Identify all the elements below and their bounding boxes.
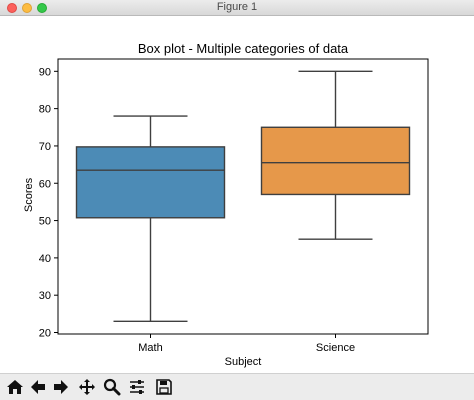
save-icon [156,379,172,395]
science-box [260,126,411,196]
zoom-icon [103,378,121,396]
back-arrow-icon [31,380,45,394]
y-tick-label: 30 [39,290,51,302]
back-button[interactable] [27,376,49,398]
home-button[interactable] [4,376,26,398]
y-tick-label: 80 [39,104,51,116]
navigation-toolbar [0,373,474,400]
y-tick-label: 50 [39,216,51,228]
window-title: Figure 1 [216,1,258,13]
axes-frame [57,58,429,335]
close-window-button[interactable] [7,3,17,13]
configure-subplots-button[interactable] [126,376,148,398]
window-titlebar: Figure 1 [0,0,474,16]
x-axis-label: Subject [225,356,262,368]
chart-title: Box plot - Multiple categories of data [138,41,349,56]
zoom-button[interactable] [101,376,123,398]
y-axis-label: Scores [23,177,35,212]
zoom-window-button[interactable] [37,3,47,13]
math-box [75,146,226,219]
box-plot-chart: Box plot - Multiple categories of data S… [23,41,429,368]
y-tick-label: 60 [39,178,51,190]
pan-icon [79,379,95,395]
x-tick-label: Math [138,342,162,354]
forward-button[interactable] [50,376,72,398]
y-tick-label: 20 [39,328,51,340]
forward-arrow-icon [54,380,68,394]
minimize-window-button[interactable] [22,3,32,13]
y-tick-label: 70 [39,141,51,153]
home-icon [7,380,23,394]
pan-button[interactable] [76,376,98,398]
figure-canvas: Box plot - Multiple categories of data S… [0,17,474,373]
save-button[interactable] [153,376,175,398]
x-tick-label: Science [316,342,355,354]
y-tick-label: 90 [39,66,51,78]
configure-subplots-icon [130,380,144,394]
y-tick-label: 40 [39,253,51,265]
